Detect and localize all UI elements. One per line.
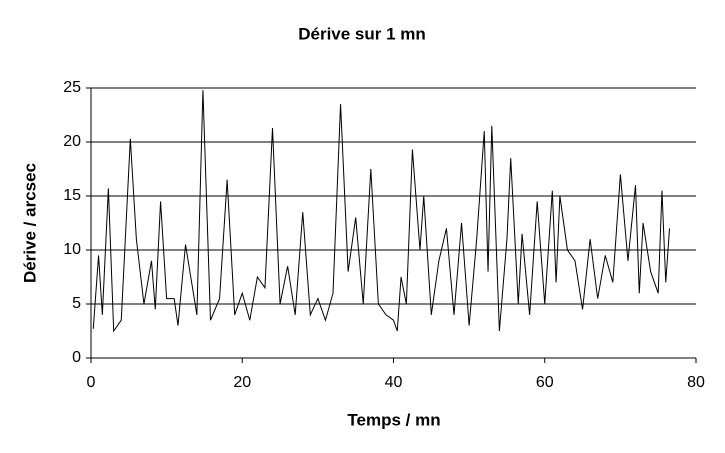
x-axis-label: Temps / mn bbox=[347, 410, 440, 429]
x-tick-label: 0 bbox=[87, 374, 96, 391]
x-tick-label: 80 bbox=[687, 374, 705, 391]
y-axis-label: Dérive / arcsec bbox=[20, 163, 39, 283]
y-tick-label: 15 bbox=[63, 187, 81, 204]
x-tick-label: 40 bbox=[385, 374, 403, 391]
y-tick-label: 20 bbox=[63, 133, 81, 150]
y-tick-label: 5 bbox=[72, 295, 81, 312]
x-tick-label: 20 bbox=[233, 374, 251, 391]
data-line bbox=[92, 90, 671, 333]
chart-title: Dérive sur 1 mn bbox=[298, 24, 426, 43]
x-tick-label: 60 bbox=[536, 374, 554, 391]
y-tick-label: 10 bbox=[63, 241, 81, 258]
y-tick-label: 25 bbox=[63, 79, 81, 96]
y-tick-label: 0 bbox=[72, 349, 81, 366]
